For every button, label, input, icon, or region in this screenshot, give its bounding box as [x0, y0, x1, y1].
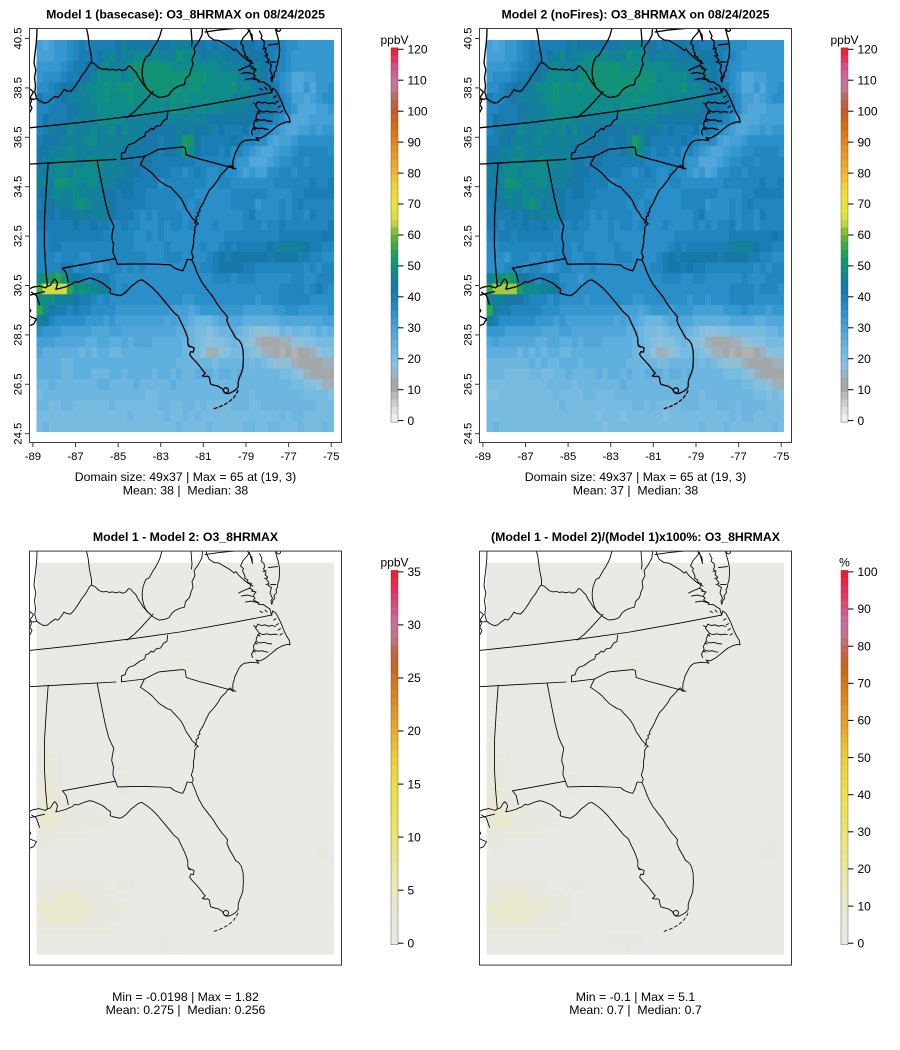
svg-text:90: 90: [858, 602, 872, 616]
svg-text:Mean: 38 | Median: 38: Mean: 38 | Median: 38: [123, 484, 249, 498]
svg-text:ppbV: ppbV: [830, 33, 858, 47]
svg-text:-77: -77: [730, 451, 746, 463]
svg-text:Domain size: 49x37 | Max = 65: Domain size: 49x37 | Max = 65 at (19, 3): [75, 470, 297, 484]
svg-text:30: 30: [408, 321, 422, 335]
svg-text:ppbV: ppbV: [380, 33, 408, 47]
svg-text:-75: -75: [323, 451, 339, 463]
svg-text:-83: -83: [153, 451, 169, 463]
svg-text:100: 100: [408, 104, 428, 118]
svg-text:10: 10: [858, 383, 872, 397]
svg-text:30.5: 30.5: [463, 275, 475, 297]
svg-text:-89: -89: [25, 451, 41, 463]
svg-text:10: 10: [408, 830, 422, 844]
svg-text:0: 0: [858, 414, 865, 428]
svg-text:ppbV: ppbV: [380, 555, 408, 569]
svg-text:20: 20: [858, 862, 872, 876]
svg-text:38.5: 38.5: [463, 77, 475, 99]
svg-text:Min = -0.0198 | Max = 1.82: Min = -0.0198 | Max = 1.82: [112, 990, 259, 1004]
svg-text:-87: -87: [67, 451, 83, 463]
svg-text:28.5: 28.5: [463, 324, 475, 346]
svg-text:-83: -83: [603, 451, 619, 463]
svg-text:0: 0: [858, 936, 865, 950]
svg-text:34.5: 34.5: [463, 176, 475, 198]
svg-text:60: 60: [858, 228, 872, 242]
svg-text:120: 120: [408, 43, 428, 57]
svg-text:15: 15: [408, 777, 422, 791]
svg-text:Min = -0.1 | Max = 5.1: Min = -0.1 | Max = 5.1: [576, 990, 696, 1004]
svg-text:35: 35: [408, 565, 422, 579]
svg-text:90: 90: [858, 135, 872, 149]
svg-text:50: 50: [858, 751, 872, 765]
svg-text:80: 80: [408, 166, 422, 180]
svg-text:26.5: 26.5: [463, 373, 475, 395]
svg-text:32.5: 32.5: [463, 225, 475, 247]
svg-text:Mean: 0.275 | Median: 0.256: Mean: 0.275 | Median: 0.256: [106, 1003, 266, 1017]
svg-text:70: 70: [408, 197, 422, 211]
svg-text:Mean: 37 | Median: 38: Mean: 37 | Median: 38: [573, 484, 699, 498]
svg-text:110: 110: [408, 73, 427, 87]
svg-text:Domain size: 49x37 | Max = 65: Domain size: 49x37 | Max = 65 at (19, 3): [525, 470, 747, 484]
svg-text:10: 10: [858, 899, 872, 913]
svg-text:5: 5: [408, 883, 415, 897]
svg-text:50: 50: [408, 259, 422, 273]
svg-text:20: 20: [408, 352, 422, 366]
svg-text:80: 80: [858, 639, 872, 653]
svg-text:110: 110: [858, 73, 877, 87]
svg-text:Model 2 (noFires): O3_8HRMAX o: Model 2 (noFires): O3_8HRMAX on 08/24/20…: [502, 7, 770, 21]
svg-text:0: 0: [408, 936, 415, 950]
svg-text:20: 20: [408, 724, 422, 738]
svg-text:0: 0: [408, 414, 415, 428]
svg-text:40.5: 40.5: [463, 28, 475, 50]
svg-text:60: 60: [408, 228, 422, 242]
svg-text:-81: -81: [645, 451, 661, 463]
svg-text:28.5: 28.5: [13, 324, 25, 346]
svg-text:80: 80: [858, 166, 872, 180]
svg-text:%: %: [839, 555, 850, 569]
svg-text:50: 50: [858, 259, 872, 273]
svg-text:100: 100: [858, 104, 878, 118]
svg-text:Model 1 - Model 2: O3_8HRMAX: Model 1 - Model 2: O3_8HRMAX: [93, 530, 279, 544]
svg-text:-85: -85: [560, 451, 576, 463]
svg-text:30: 30: [408, 618, 422, 632]
svg-text:36.5: 36.5: [463, 126, 475, 148]
svg-text:-81: -81: [195, 451, 211, 463]
svg-text:-79: -79: [238, 451, 254, 463]
svg-text:36.5: 36.5: [13, 126, 25, 148]
svg-text:70: 70: [858, 197, 872, 211]
svg-text:-77: -77: [280, 451, 296, 463]
svg-text:40: 40: [858, 290, 872, 304]
svg-text:20: 20: [858, 352, 872, 366]
svg-text:24.5: 24.5: [13, 423, 25, 445]
svg-text:Model 1 (basecase): O3_8HRMAX: Model 1 (basecase): O3_8HRMAX on 08/24/2…: [46, 7, 325, 21]
svg-text:26.5: 26.5: [13, 373, 25, 395]
svg-text:32.5: 32.5: [13, 225, 25, 247]
svg-text:34.5: 34.5: [13, 176, 25, 198]
svg-text:90: 90: [408, 135, 422, 149]
svg-text:60: 60: [858, 714, 872, 728]
svg-text:(Model 1 - Model 2)/(Model 1)x: (Model 1 - Model 2)/(Model 1)x100%: O3_8…: [491, 530, 781, 544]
svg-text:-89: -89: [475, 451, 491, 463]
svg-text:-87: -87: [517, 451, 533, 463]
svg-text:-85: -85: [110, 451, 126, 463]
svg-text:10: 10: [408, 383, 422, 397]
svg-text:24.5: 24.5: [463, 423, 475, 445]
svg-text:40: 40: [858, 788, 872, 802]
svg-text:120: 120: [858, 43, 878, 57]
svg-text:Mean: 0.7 | Median: 0.7: Mean: 0.7 | Median: 0.7: [569, 1003, 702, 1017]
svg-text:40: 40: [408, 290, 422, 304]
svg-text:70: 70: [858, 677, 872, 691]
svg-text:40.5: 40.5: [13, 28, 25, 50]
svg-text:38.5: 38.5: [13, 77, 25, 99]
svg-text:100: 100: [858, 565, 878, 579]
svg-text:30: 30: [858, 825, 872, 839]
svg-text:-79: -79: [688, 451, 704, 463]
svg-text:30: 30: [858, 321, 872, 335]
svg-text:-75: -75: [773, 451, 789, 463]
svg-text:25: 25: [408, 671, 422, 685]
svg-text:30.5: 30.5: [13, 275, 25, 297]
